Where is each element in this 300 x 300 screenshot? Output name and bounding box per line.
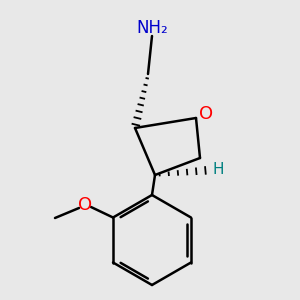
- Text: O: O: [78, 196, 92, 214]
- Text: H: H: [212, 163, 224, 178]
- Text: NH₂: NH₂: [136, 19, 168, 37]
- Text: O: O: [199, 105, 213, 123]
